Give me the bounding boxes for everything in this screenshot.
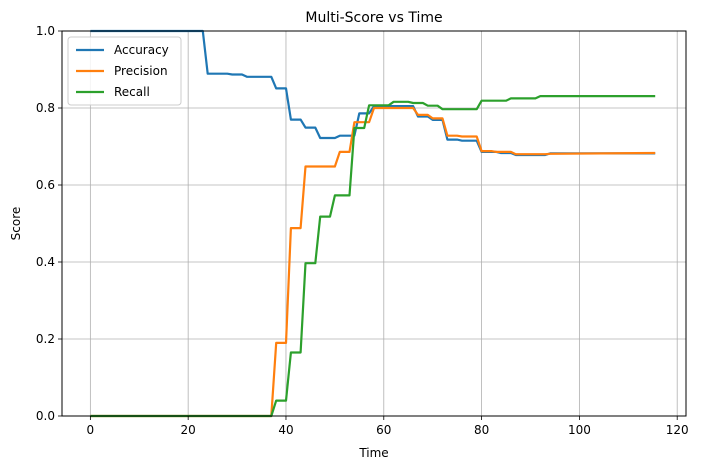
ticks: 0 20 40 60 80 100 120 0.0 0.2 0.4 0.6 0.8 1.0: [36, 24, 689, 437]
y-tick-label: 0.2: [36, 332, 55, 346]
x-tick-label: 100: [568, 423, 591, 437]
y-tick-label: 1.0: [36, 24, 55, 38]
legend-label-accuracy: Accuracy: [114, 43, 169, 57]
chart-title: Multi-Score vs Time: [305, 10, 442, 26]
y-axis-label: Score: [9, 207, 23, 241]
y-tick-label: 0.8: [36, 101, 55, 115]
x-tick-label: 120: [666, 423, 689, 437]
legend: Accuracy Precision Recall: [67, 36, 182, 106]
series-line-precision: [90, 106, 656, 418]
y-tick-label: 0.4: [36, 255, 55, 269]
plot-frame: [61, 30, 687, 417]
legend-label-precision: Precision: [114, 64, 168, 78]
x-tick-label: 40: [278, 423, 293, 437]
series-line-recall: [90, 95, 656, 418]
y-tick-label: 0.0: [36, 409, 55, 423]
x-axis-label: Time: [358, 446, 388, 460]
legend-box: [67, 36, 182, 106]
x-tick-label: 0: [87, 423, 95, 437]
x-tick-label: 80: [474, 423, 489, 437]
series-layer: [90, 29, 656, 418]
y-tick-label: 0.6: [36, 178, 55, 192]
x-tick-label: 60: [376, 423, 391, 437]
legend-label-recall: Recall: [114, 85, 150, 99]
x-tick-label: 20: [181, 423, 196, 437]
